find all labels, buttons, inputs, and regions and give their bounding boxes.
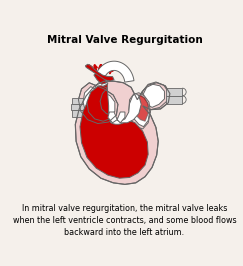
Polygon shape (75, 81, 170, 184)
Polygon shape (133, 95, 148, 121)
Ellipse shape (110, 118, 124, 124)
Polygon shape (96, 61, 134, 82)
Polygon shape (117, 94, 141, 123)
Polygon shape (94, 73, 106, 84)
Polygon shape (87, 86, 111, 121)
Polygon shape (117, 112, 125, 123)
Text: Mitral Valve Regurgitation: Mitral Valve Regurgitation (47, 35, 202, 45)
Polygon shape (141, 82, 168, 110)
Polygon shape (72, 110, 92, 117)
Polygon shape (78, 83, 118, 123)
Polygon shape (108, 112, 117, 123)
Polygon shape (129, 93, 150, 129)
Polygon shape (130, 95, 150, 127)
Polygon shape (72, 98, 92, 104)
Polygon shape (80, 84, 148, 178)
Polygon shape (83, 87, 115, 120)
Polygon shape (166, 96, 182, 103)
Polygon shape (85, 64, 114, 81)
Polygon shape (166, 88, 182, 96)
Polygon shape (144, 84, 165, 107)
Polygon shape (71, 104, 91, 110)
Polygon shape (94, 83, 110, 133)
Text: In mitral valve regurgitation, the mitral valve leaks
when the left ventricle co: In mitral valve regurgitation, the mitra… (13, 204, 236, 237)
